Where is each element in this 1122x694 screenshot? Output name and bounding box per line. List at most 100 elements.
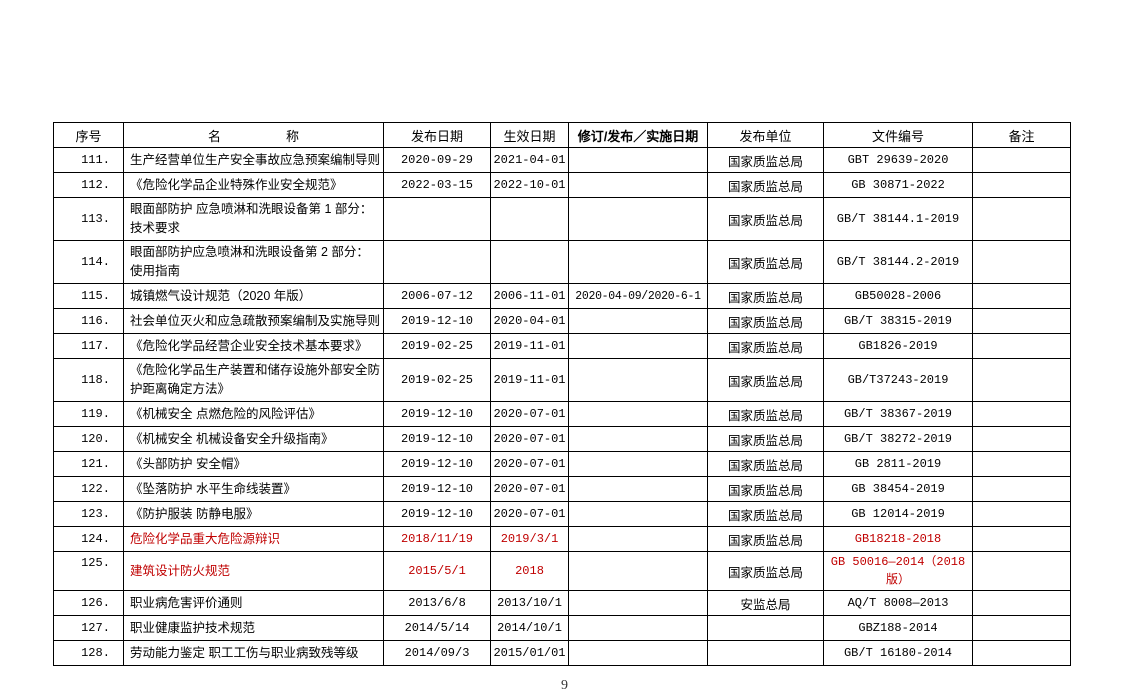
cell-note — [972, 172, 1071, 198]
cell-pub-date: 2019-12-10 — [383, 401, 491, 427]
cell-eff-date: 2020-04-01 — [490, 308, 569, 334]
cell-rev-date — [568, 501, 708, 527]
cell-pub-date: 2019-12-10 — [383, 426, 491, 452]
cell-pub-date: 2019-12-10 — [383, 451, 491, 477]
cell-doc-no: GB 12014-2019 — [823, 501, 973, 527]
table-row: 112. 《危险化学品企业特殊作业安全规范》 2022-03-15 2022-10-0… — [53, 172, 1071, 198]
cell-name: 《机械安全 机械设备安全升级指南》 — [123, 426, 384, 452]
table-row: 113. 眼面部防护 应急喷淋和洗眼设备第 1 部分：技术要求 国家质监总局 GB/T… — [53, 197, 1071, 241]
table-row: 116. 社会单位灭火和应急疏散预案编制及实施导则 2019-12-10 2020-0… — [53, 308, 1071, 334]
cell-name: 《危险化学品生产装置和储存设施外部安全防护距离确定方法》 — [123, 358, 384, 402]
cell-eff-date: 2020-07-01 — [490, 426, 569, 452]
cell-serial: 114. — [53, 240, 124, 284]
cell-agency: 国家质监总局 — [707, 283, 824, 309]
cell-note — [972, 197, 1071, 241]
cell-doc-no: GB 30871-2022 — [823, 172, 973, 198]
cell-rev-date — [568, 526, 708, 552]
cell-serial: 116. — [53, 308, 124, 334]
cell-pub-date — [383, 197, 491, 241]
table-row: 118. 《危险化学品生产装置和储存设施外部安全防护距离确定方法》 2019-02-… — [53, 358, 1071, 402]
cell-note — [972, 476, 1071, 502]
cell-note — [972, 426, 1071, 452]
cell-note — [972, 358, 1071, 402]
table-row: 126. 职业病危害评价通则 2013/6/8 2013/10/1 安监总局 AQ/T 8… — [53, 590, 1071, 616]
cell-agency: 国家质监总局 — [707, 333, 824, 359]
cell-name: 生产经营单位生产安全事故应急预案编制导则 — [123, 147, 384, 173]
cell-pub-date: 2019-02-25 — [383, 358, 491, 402]
cell-serial: 117. — [53, 333, 124, 359]
standards-table: 序号 名 称 发布日期 生效日期 修订/发布／实施日期 发布单位 文件编号 备注… — [53, 122, 1071, 666]
cell-doc-no: AQ/T 8008—2013 — [823, 590, 973, 616]
cell-note — [972, 147, 1071, 173]
cell-rev-date — [568, 401, 708, 427]
cell-serial: 111. — [53, 147, 124, 173]
cell-rev-date — [568, 615, 708, 641]
cell-serial: 121. — [53, 451, 124, 477]
table-row: 127. 职业健康监护技术规范 2014/5/14 2014/10/1 GBZ188-2… — [53, 615, 1071, 641]
cell-eff-date: 2013/10/1 — [490, 590, 569, 616]
cell-note — [972, 640, 1071, 666]
cell-agency: 国家质监总局 — [707, 197, 824, 241]
cell-rev-date — [568, 358, 708, 402]
cell-agency: 国家质监总局 — [707, 476, 824, 502]
cell-name: 城镇燃气设计规范（2020 年版） — [123, 283, 384, 309]
cell-name: 眼面部防护应急喷淋和洗眼设备第 2 部分：使用指南 — [123, 240, 384, 284]
cell-eff-date: 2020-07-01 — [490, 451, 569, 477]
cell-note — [972, 283, 1071, 309]
page-number: 9 — [561, 678, 568, 693]
cell-eff-date: 2021-04-01 — [490, 147, 569, 173]
cell-agency: 国家质监总局 — [707, 501, 824, 527]
cell-rev-date — [568, 172, 708, 198]
cell-note — [972, 590, 1071, 616]
cell-serial: 113. — [53, 197, 124, 241]
cell-name: 眼面部防护 应急喷淋和洗眼设备第 1 部分：技术要求 — [123, 197, 384, 241]
cell-agency: 国家质监总局 — [707, 358, 824, 402]
cell-name: 职业健康监护技术规范 — [123, 615, 384, 641]
cell-name: 《机械安全 点燃危险的风险评估》 — [123, 401, 384, 427]
cell-doc-no: GB 38454-2019 — [823, 476, 973, 502]
cell-doc-no: GB/T 16180-2014 — [823, 640, 973, 666]
cell-note — [972, 308, 1071, 334]
cell-serial: 126. — [53, 590, 124, 616]
cell-agency: 国家质监总局 — [707, 308, 824, 334]
cell-eff-date: 2022-10-01 — [490, 172, 569, 198]
cell-pub-date: 2013/6/8 — [383, 590, 491, 616]
cell-name: 社会单位灭火和应急疏散预案编制及实施导则 — [123, 308, 384, 334]
table-row: 120. 《机械安全 机械设备安全升级指南》 2019-12-10 2020-07-0… — [53, 426, 1071, 452]
cell-agency: 国家质监总局 — [707, 401, 824, 427]
cell-eff-date: 2014/10/1 — [490, 615, 569, 641]
table-row: 125. 建筑设计防火规范 2015/5/1 2018 国家质监总局 GB 50016—2… — [53, 551, 1071, 591]
cell-eff-date: 2020-07-01 — [490, 401, 569, 427]
cell-agency: 国家质监总局 — [707, 147, 824, 173]
cell-doc-no: GBZ188-2014 — [823, 615, 973, 641]
cell-name: 《防护服装 防静电服》 — [123, 501, 384, 527]
cell-rev-date — [568, 551, 708, 591]
cell-doc-no: GB50028-2006 — [823, 283, 973, 309]
cell-pub-date: 2014/5/14 — [383, 615, 491, 641]
cell-serial: 128. — [53, 640, 124, 666]
cell-note — [972, 551, 1071, 591]
cell-serial: 120. — [53, 426, 124, 452]
cell-serial: 123. — [53, 501, 124, 527]
header-pub-date: 发布日期 — [383, 122, 491, 148]
cell-eff-date — [490, 197, 569, 241]
cell-note — [972, 401, 1071, 427]
cell-rev-date — [568, 308, 708, 334]
cell-serial: 127. — [53, 615, 124, 641]
cell-pub-date: 2019-02-25 — [383, 333, 491, 359]
cell-name: 危险化学品重大危险源辩识 — [123, 526, 384, 552]
cell-doc-no: GB/T 38144.2-2019 — [823, 240, 973, 284]
cell-serial: 122. — [53, 476, 124, 502]
cell-serial: 119. — [53, 401, 124, 427]
cell-eff-date: 2015/01/01 — [490, 640, 569, 666]
cell-pub-date: 2019-12-10 — [383, 308, 491, 334]
cell-rev-date — [568, 451, 708, 477]
cell-rev-date — [568, 197, 708, 241]
cell-eff-date: 2020-07-01 — [490, 501, 569, 527]
cell-agency: 国家质监总局 — [707, 451, 824, 477]
cell-agency: 国家质监总局 — [707, 526, 824, 552]
cell-pub-date: 2006-07-12 — [383, 283, 491, 309]
cell-serial: 125. — [53, 551, 124, 591]
header-agency: 发布单位 — [707, 122, 824, 148]
